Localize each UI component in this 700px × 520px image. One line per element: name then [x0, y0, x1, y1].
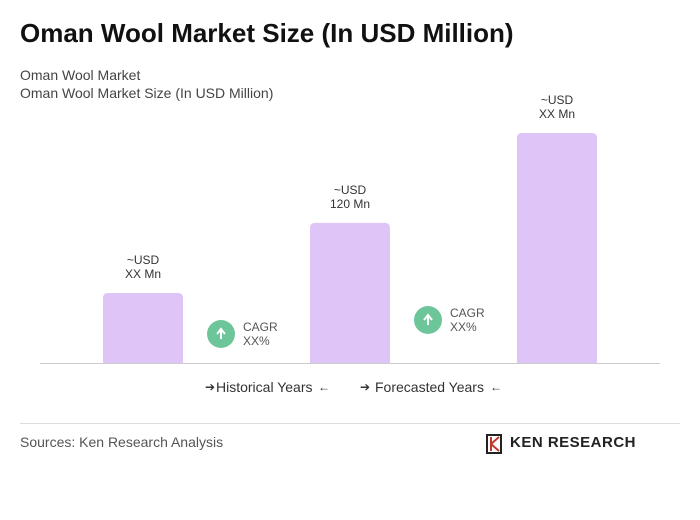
- arrow: ➔: [205, 380, 215, 394]
- arrow: ←: [490, 380, 502, 394]
- subtitle: Oman Wool Market Size (In USD Million): [20, 85, 274, 101]
- title: Oman Wool Market Size (In USD Million): [20, 18, 514, 48]
- value-label: ~USD XX Mn: [538, 93, 575, 121]
- logo-icon: [486, 434, 502, 454]
- legend-entry: Forecasted Years: [375, 379, 484, 395]
- source: Sources: Ken Research Analysis: [20, 434, 224, 450]
- arrow: ➔: [360, 380, 370, 394]
- value-label: ~USD XX Mn: [124, 252, 161, 281]
- bar: [310, 222, 390, 363]
- cagr-arrow: [216, 327, 226, 339]
- subtitle: Oman Wool Market: [20, 67, 141, 83]
- cagr-label: CAGR XX%: [243, 320, 278, 348]
- value-label: ~USD 120 Mn: [329, 182, 371, 211]
- bar: [517, 133, 597, 363]
- cagr-arrow: [423, 313, 433, 325]
- logo: KEN RESEARCH: [510, 434, 637, 451]
- legend-entry: Historical Years: [216, 379, 313, 395]
- arrow: ←: [318, 380, 330, 394]
- cagr-label: CAGR XX%: [450, 306, 485, 334]
- bar: [103, 292, 183, 363]
